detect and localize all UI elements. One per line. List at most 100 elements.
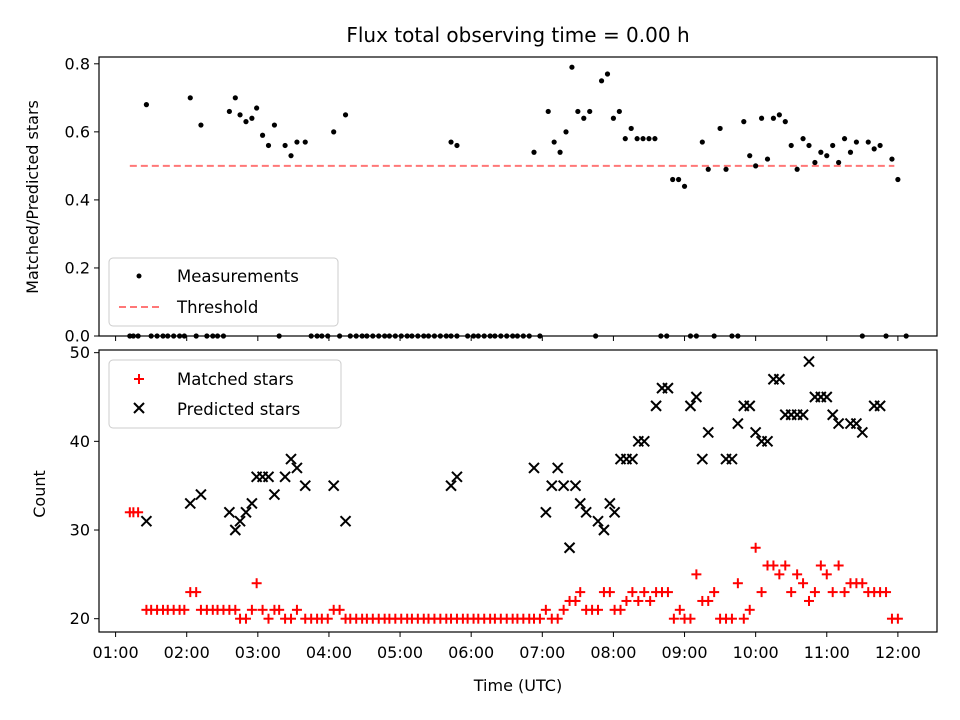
measurement-point (331, 129, 337, 135)
top-y-tick-label: 0.4 (65, 190, 90, 209)
predicted-star-point (744, 400, 756, 412)
measurement-point (652, 136, 658, 142)
bottom-y-axis-label: Count (30, 470, 49, 518)
measurement-point (729, 333, 735, 339)
matched-star-point (230, 604, 241, 615)
measurement-point (735, 333, 741, 339)
measurement-point (392, 333, 398, 339)
measurement-point (859, 333, 865, 339)
measurement-point (537, 333, 543, 339)
measurement-point (181, 333, 187, 339)
measurement-point (770, 115, 777, 121)
matched-star-point (691, 569, 702, 580)
predicted-star-point (240, 506, 252, 518)
measurement-point (895, 176, 901, 183)
measurement-point (470, 333, 477, 339)
bottom-axes-frame (98, 349, 938, 633)
measurement-point (481, 333, 487, 339)
predicted-star-point (797, 409, 809, 421)
legend-threshold-label: Threshold (176, 298, 258, 317)
measurement-point (465, 333, 471, 339)
x-tick-label: 07:00 (519, 643, 565, 662)
legend-matched-label: Matched stars (177, 370, 294, 389)
predicted-star-point (528, 462, 540, 474)
measurement-point (404, 333, 410, 339)
x-tick-label: 09:00 (661, 643, 707, 662)
measurement-point (165, 333, 171, 339)
matched-star-point (334, 604, 345, 615)
predicted-star-point (773, 373, 786, 385)
measurement-point (604, 71, 611, 77)
measurement-point (148, 333, 154, 339)
measurement-point (514, 333, 521, 339)
measurement-point (364, 333, 370, 339)
measurement-point (337, 333, 343, 339)
measurement-point (824, 153, 830, 159)
matched-star-point (615, 604, 626, 615)
top-plot-area (127, 64, 909, 339)
matched-star-point (291, 604, 302, 615)
predicted-star-point (299, 479, 311, 492)
predicted-star-point (608, 506, 621, 518)
measurement-point (437, 333, 443, 339)
predicted-star-point (592, 515, 604, 527)
matched-star-point (534, 613, 545, 624)
predicted-star-point (285, 453, 297, 465)
measurement-point (622, 136, 628, 142)
measurement-point (593, 333, 599, 339)
bottom-x-ticks: 01:00 02:00 03:00 04:00 05:00 06:00 07:00 08:00… (93, 632, 921, 662)
measurement-point (903, 333, 909, 339)
matched-star-point (685, 613, 696, 624)
measurement-point (376, 333, 382, 339)
predicted-star-point (279, 471, 291, 483)
measurement-point (800, 136, 806, 142)
measurement-point (563, 129, 569, 135)
matched-star-point (756, 587, 767, 598)
predicted-star-point (552, 462, 564, 474)
measurement-point (569, 64, 575, 70)
measurement-point (764, 156, 771, 162)
measurement-point (431, 333, 438, 339)
measurement-point (889, 156, 895, 162)
measurement-point (187, 95, 193, 101)
measurement-point (409, 333, 415, 339)
measurement-point (398, 333, 404, 339)
matched-star-point (286, 613, 297, 624)
matched-star-point (246, 604, 257, 615)
predicted-star-point (184, 497, 196, 510)
measurement-point (160, 333, 166, 339)
predicted-star-point (832, 417, 845, 430)
matched-star-point (240, 613, 251, 624)
predicted-star-point (604, 497, 616, 510)
predicted-star-point (223, 506, 236, 518)
measurement-point (415, 333, 421, 339)
measurement-point (276, 333, 282, 339)
matched-star-point (827, 587, 838, 598)
measurement-point (259, 132, 266, 138)
bottom-y-tick-label: 30 (70, 521, 90, 540)
measurement-point (454, 142, 460, 149)
predicted-star-point (761, 435, 774, 448)
predicted-star-point (327, 479, 340, 492)
predicted-star-point (726, 453, 738, 465)
bottom-legend-box (108, 359, 342, 429)
bottom-plot-area (124, 355, 903, 624)
matched-star-point (133, 507, 144, 518)
predicted-star-point (229, 524, 242, 536)
predicted-star-point (684, 400, 697, 412)
measurement-point (294, 139, 300, 145)
measurement-point (705, 166, 711, 172)
measurement-point (314, 333, 320, 339)
measurement-point (243, 119, 249, 125)
matched-star-point (833, 560, 844, 571)
measurement-point (171, 333, 177, 339)
predicted-star-point (580, 506, 592, 518)
predicted-star-point (563, 542, 576, 554)
x-tick-label: 02:00 (164, 643, 210, 662)
measurement-point (877, 142, 883, 149)
measurement-point (249, 115, 255, 121)
measurement-point (758, 115, 765, 121)
matched-star-point (839, 587, 850, 598)
measurement-point (302, 139, 308, 145)
